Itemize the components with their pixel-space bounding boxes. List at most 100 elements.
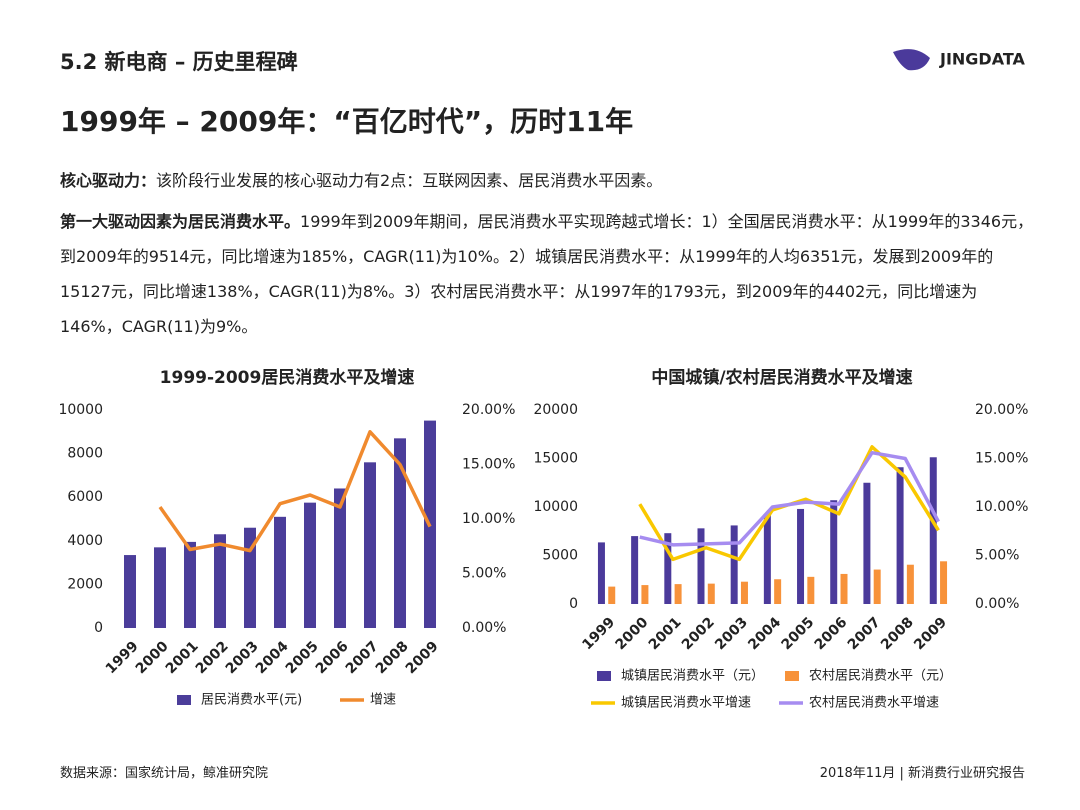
x-tick-label: 2006 xyxy=(812,614,851,653)
line xyxy=(158,430,432,553)
x-tick-label: 2005 xyxy=(778,614,817,653)
y-tick-label: 8000 xyxy=(67,446,103,462)
y2-tick-label: 10.00% xyxy=(975,499,1028,515)
y-tick-label: 10000 xyxy=(58,402,103,418)
logo-icon xyxy=(893,49,930,71)
x-tick-label: 2002 xyxy=(679,614,718,653)
paragraph: 第一大驱动因素为居民消费水平。1999年到2009年期间，居民消费水平实现跨越式… xyxy=(60,204,1035,344)
lead: 第一大驱动因素为居民消费水平。 xyxy=(60,212,301,231)
chart-title: 1999-2009居民消费水平及增速 xyxy=(160,367,415,388)
y-tick-label: 6000 xyxy=(67,489,103,505)
bar xyxy=(244,527,256,628)
y2-tick-label: 5.00% xyxy=(975,548,1019,564)
legend-swatch xyxy=(177,695,191,705)
bar xyxy=(830,500,838,604)
bar xyxy=(608,586,616,604)
bar xyxy=(940,561,948,604)
y2-tick-label: 15.00% xyxy=(975,451,1028,467)
y-tick-label: 5000 xyxy=(542,548,578,564)
bar xyxy=(184,541,196,628)
x-tick-label: 2000 xyxy=(133,638,172,677)
y-tick-label: 10000 xyxy=(533,499,578,515)
section-title: 5.2 新电商 – 历史里程碑 xyxy=(60,50,298,74)
x-tick-label: 2008 xyxy=(878,614,917,653)
y2-tick-label: 5.00% xyxy=(462,566,506,582)
paragraph: 核心驱动力：该阶段行业发展的核心驱动力有2点：互联网因素、居民消费水平因素。 xyxy=(60,163,1035,198)
x-tick-label: 2009 xyxy=(911,614,950,653)
bar xyxy=(763,514,771,604)
x-tick-label: 2007 xyxy=(343,638,382,677)
source: 数据来源：国家统计局，鲸准研究院 xyxy=(60,766,269,781)
bar xyxy=(154,547,166,628)
bar xyxy=(597,542,605,604)
y-tick-label: 4000 xyxy=(67,533,103,549)
x-tick-label: 1999 xyxy=(579,614,618,653)
x-tick-label: 1999 xyxy=(103,638,142,677)
x-tick-label: 2001 xyxy=(646,614,685,653)
y2-tick-label: 0.00% xyxy=(462,620,506,636)
bar xyxy=(664,533,672,604)
x-tick-label: 2004 xyxy=(253,638,292,677)
text: 1999年到2009年期间，居民消费水平实现跨越式增长：1）全国居民消费水平：从… xyxy=(60,212,1034,336)
bar xyxy=(873,569,881,604)
y-tick-label: 0 xyxy=(94,620,103,636)
bar xyxy=(631,536,639,604)
y2-tick-label: 20.00% xyxy=(975,402,1028,418)
bar xyxy=(274,516,286,628)
bar xyxy=(896,467,904,604)
bar xyxy=(707,583,715,604)
bar xyxy=(364,462,376,628)
bar xyxy=(906,564,914,604)
legend-label: 增速 xyxy=(370,693,396,708)
y2-tick-label: 0.00% xyxy=(975,596,1019,612)
legend-label: 农村居民消费水平（元） xyxy=(809,669,952,684)
y-tick-label: 20000 xyxy=(533,402,578,418)
x-tick-label: 2005 xyxy=(283,638,322,677)
main-title: 1999年 – 2009年：“百亿时代”，历时11年 xyxy=(60,105,634,138)
bar xyxy=(740,581,748,604)
x-tick-label: 2007 xyxy=(845,614,884,653)
x-tick-label: 2000 xyxy=(613,614,652,653)
text: 该阶段行业发展的核心驱动力有2点：互联网因素、居民消费水平因素。 xyxy=(156,171,663,190)
bar xyxy=(304,502,316,628)
chart-title: 中国城镇/农村居民消费水平及增速 xyxy=(651,367,912,388)
bar xyxy=(840,573,848,604)
bar xyxy=(214,534,226,628)
bar xyxy=(124,555,136,628)
footer-date: 2018年11月 | 新消费行业研究报告 xyxy=(819,766,1025,781)
x-tick-label: 2001 xyxy=(163,638,202,677)
bar xyxy=(807,576,815,604)
bar xyxy=(334,488,346,628)
x-tick-label: 2003 xyxy=(223,638,262,677)
x-tick-label: 2008 xyxy=(373,638,412,677)
bar xyxy=(730,525,738,604)
legend-label: 城镇居民消费水平（元） xyxy=(621,669,764,684)
x-tick-label: 2003 xyxy=(712,614,751,653)
x-tick-label: 2009 xyxy=(403,638,442,677)
bar xyxy=(394,438,406,628)
legend-label: 农村居民消费水平增速 xyxy=(809,696,939,711)
x-tick-label: 2004 xyxy=(745,614,784,653)
y2-tick-label: 15.00% xyxy=(462,457,515,473)
bar xyxy=(863,482,871,604)
x-tick-label: 2006 xyxy=(313,638,352,677)
legend-label: 城镇居民消费水平增速 xyxy=(621,696,751,711)
bar xyxy=(697,528,705,604)
bar xyxy=(674,584,682,604)
logo: JINGDATA xyxy=(939,50,1026,69)
x-tick-label: 2002 xyxy=(193,638,232,677)
bar xyxy=(641,585,649,604)
legend-swatch xyxy=(785,671,799,681)
bar xyxy=(797,508,805,604)
lead: 核心驱动力： xyxy=(60,171,157,190)
y2-tick-label: 10.00% xyxy=(462,511,515,527)
y-tick-label: 0 xyxy=(569,596,578,612)
legend-label: 居民消费水平(元) xyxy=(201,693,302,708)
bar xyxy=(929,457,937,604)
line xyxy=(639,450,940,547)
y-tick-label: 15000 xyxy=(533,451,578,467)
bar xyxy=(774,579,782,604)
y2-tick-label: 20.00% xyxy=(462,402,515,418)
